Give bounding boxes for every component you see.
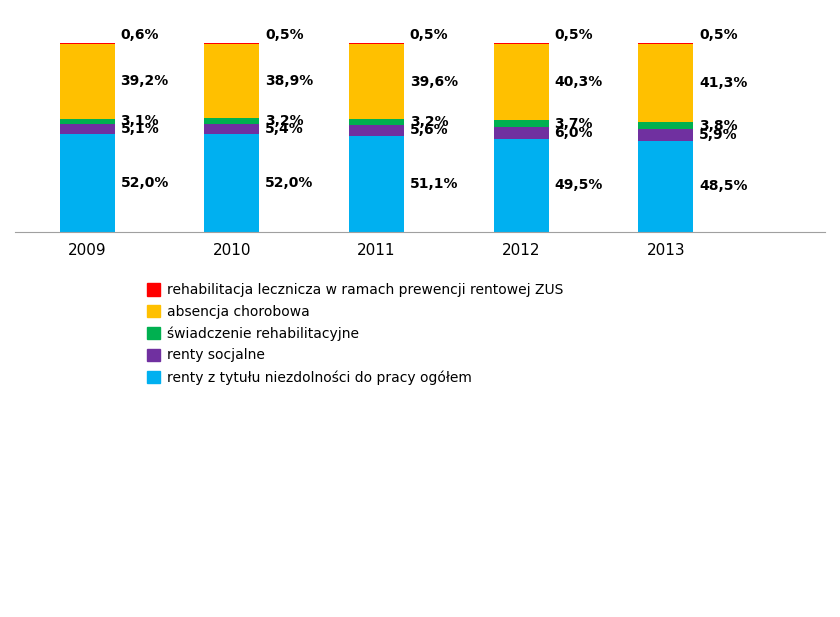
Bar: [638, 44, 693, 122]
Bar: [60, 134, 115, 232]
Bar: [204, 43, 260, 44]
Bar: [204, 118, 260, 124]
Bar: [349, 125, 404, 136]
Bar: [638, 130, 693, 141]
Bar: [60, 118, 115, 125]
Bar: [60, 43, 115, 44]
Bar: [349, 44, 404, 119]
Text: 3,1%: 3,1%: [121, 115, 160, 128]
Text: 39,2%: 39,2%: [121, 75, 169, 88]
Bar: [638, 122, 693, 130]
Text: 0,5%: 0,5%: [554, 28, 593, 42]
Bar: [349, 136, 404, 232]
Text: 0,5%: 0,5%: [699, 28, 738, 42]
Text: 5,6%: 5,6%: [410, 123, 449, 138]
Bar: [494, 120, 549, 127]
Text: 3,8%: 3,8%: [699, 119, 738, 133]
Text: 49,5%: 49,5%: [554, 178, 603, 193]
Text: 51,1%: 51,1%: [410, 177, 459, 191]
Text: 52,0%: 52,0%: [121, 176, 169, 190]
Text: 3,2%: 3,2%: [410, 115, 449, 129]
Bar: [494, 44, 549, 120]
Bar: [349, 119, 404, 125]
Text: 3,7%: 3,7%: [554, 117, 593, 131]
Text: 5,9%: 5,9%: [699, 128, 738, 142]
Bar: [204, 44, 260, 118]
Bar: [494, 139, 549, 232]
Text: 52,0%: 52,0%: [265, 176, 313, 190]
Text: 40,3%: 40,3%: [554, 75, 603, 89]
Text: 5,1%: 5,1%: [121, 122, 160, 136]
Bar: [638, 141, 693, 232]
Text: 0,5%: 0,5%: [410, 28, 449, 42]
Bar: [204, 124, 260, 134]
Text: 6,0%: 6,0%: [554, 126, 593, 140]
Text: 48,5%: 48,5%: [699, 180, 748, 194]
Bar: [60, 44, 115, 118]
Legend: rehabilitacja lecznicza w ramach prewencji rentowej ZUS, absencja chorobowa, świ: rehabilitacja lecznicza w ramach prewenc…: [139, 276, 570, 392]
Bar: [349, 43, 404, 44]
Text: 0,6%: 0,6%: [121, 28, 159, 42]
Bar: [204, 134, 260, 232]
Bar: [494, 43, 549, 44]
Bar: [638, 43, 693, 44]
Text: 3,2%: 3,2%: [265, 114, 304, 128]
Text: 5,4%: 5,4%: [265, 122, 304, 136]
Text: 39,6%: 39,6%: [410, 75, 458, 89]
Text: 38,9%: 38,9%: [265, 74, 313, 88]
Text: 0,5%: 0,5%: [265, 28, 304, 42]
Bar: [494, 127, 549, 139]
Text: 41,3%: 41,3%: [699, 77, 748, 90]
Bar: [60, 125, 115, 134]
